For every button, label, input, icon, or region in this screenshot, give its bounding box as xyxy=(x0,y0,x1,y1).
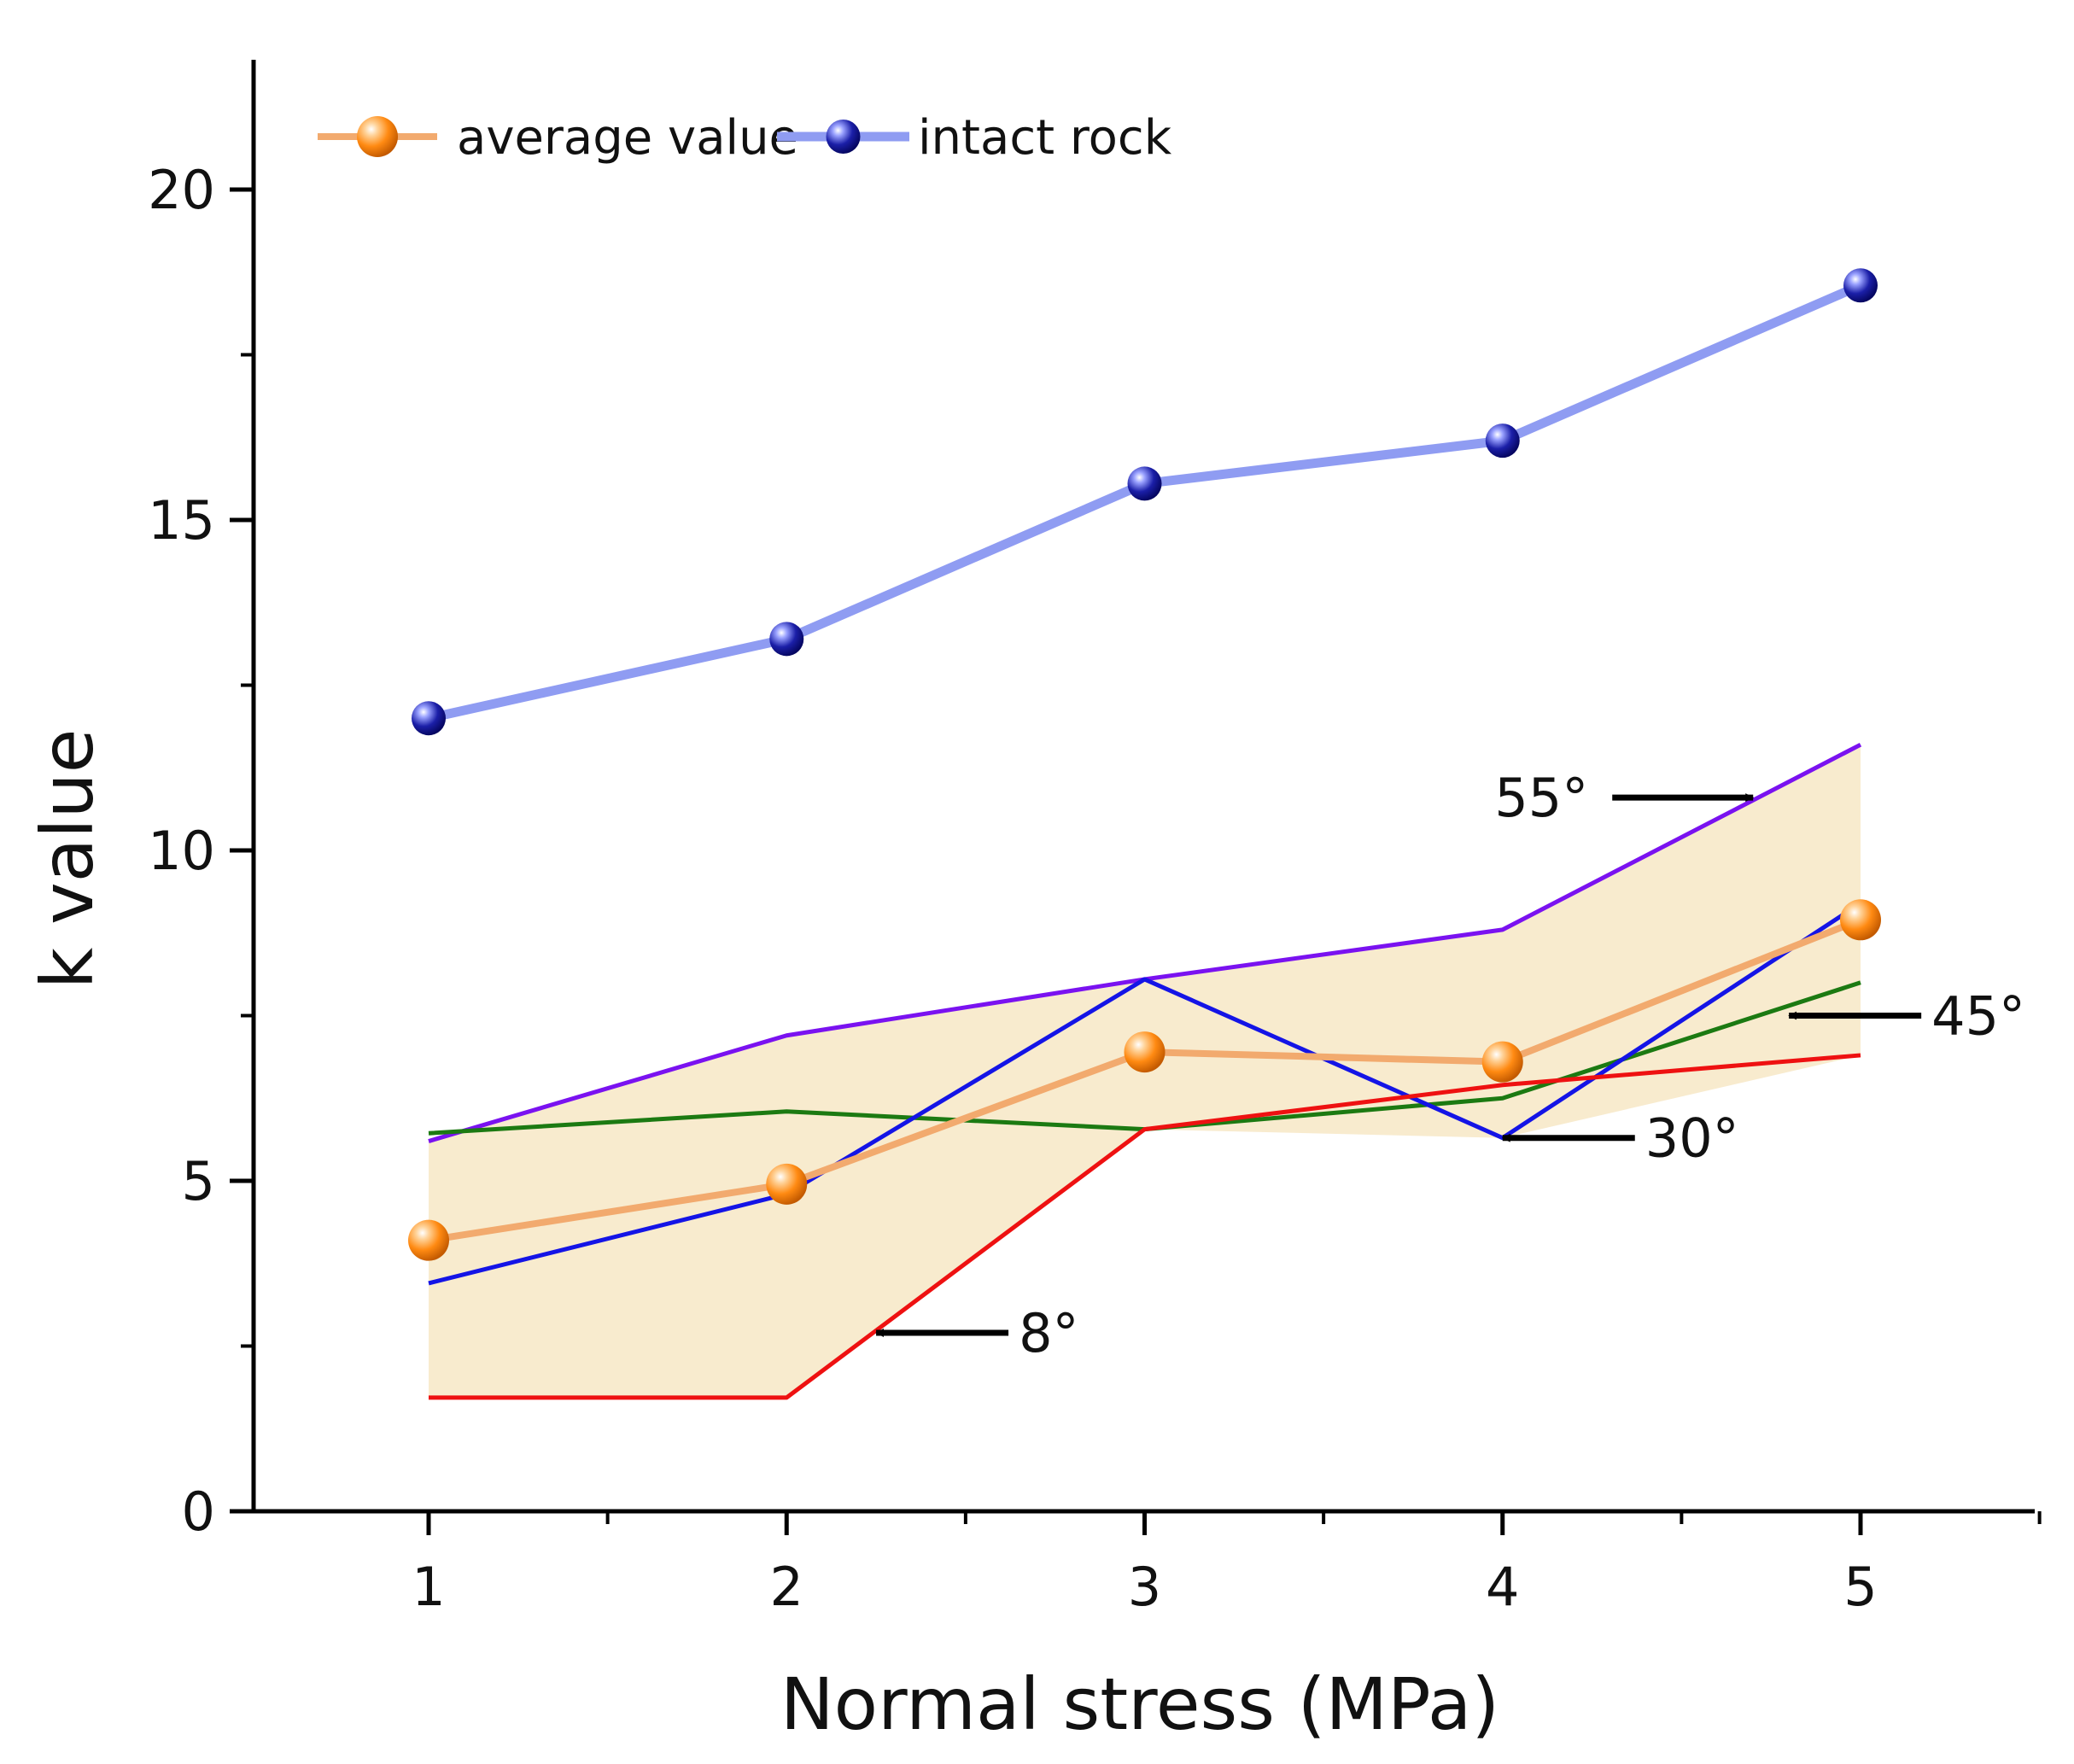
annotation-label-45deg: 45° xyxy=(1931,985,2025,1048)
y-tick-label-15: 15 xyxy=(148,489,215,552)
series-line-8deg xyxy=(429,1053,1861,1400)
x-tick-label-5: 5 xyxy=(1843,1556,1877,1618)
legend: average value intact rock xyxy=(318,110,1172,166)
annotation-label-30deg: 30° xyxy=(1645,1107,1739,1170)
legend-label-intact-rock: intact rock xyxy=(918,110,1172,166)
legend-marker-intact-rock xyxy=(826,120,861,154)
y-tick-label-10: 10 xyxy=(148,820,215,882)
y-tick-label-20: 20 xyxy=(148,159,215,221)
point-average-value-3 xyxy=(1124,1031,1166,1073)
point-average-value-2 xyxy=(766,1163,808,1205)
series-line-30deg xyxy=(428,901,1862,1286)
x-tick-label-2: 2 xyxy=(770,1556,803,1618)
point-intact-rock-5 xyxy=(1843,268,1878,303)
y-axis-title: k value xyxy=(26,729,109,990)
axes-layer: 0 5 10 15 20 1 2 3 4 5 xyxy=(148,60,2042,1618)
annotation-label-55deg: 55° xyxy=(1494,767,1588,829)
x-tick-label-4: 4 xyxy=(1486,1556,1519,1618)
y-tick-label-5: 5 xyxy=(182,1150,215,1212)
point-intact-rock-2 xyxy=(769,622,804,657)
point-average-value-1 xyxy=(408,1219,449,1261)
x-tick-label-1: 1 xyxy=(412,1556,445,1618)
series-layer xyxy=(408,268,1881,1400)
legend-marker-average-value xyxy=(357,116,398,157)
point-average-value-5 xyxy=(1840,899,1881,941)
y-tick-label-0: 0 xyxy=(182,1481,215,1543)
legend-label-average-value: average value xyxy=(457,110,798,166)
point-intact-rock-4 xyxy=(1485,423,1520,459)
point-average-value-4 xyxy=(1481,1041,1523,1083)
annotation-label-8deg: 8° xyxy=(1019,1302,1078,1364)
annotation-layer: 55° 45° 30° 8° xyxy=(875,767,2025,1364)
x-tick-label-3: 3 xyxy=(1128,1556,1161,1618)
x-axis-title: Normal stress (MPa) xyxy=(780,1662,1499,1746)
point-intact-rock-3 xyxy=(1127,466,1162,501)
point-intact-rock-1 xyxy=(412,701,446,736)
